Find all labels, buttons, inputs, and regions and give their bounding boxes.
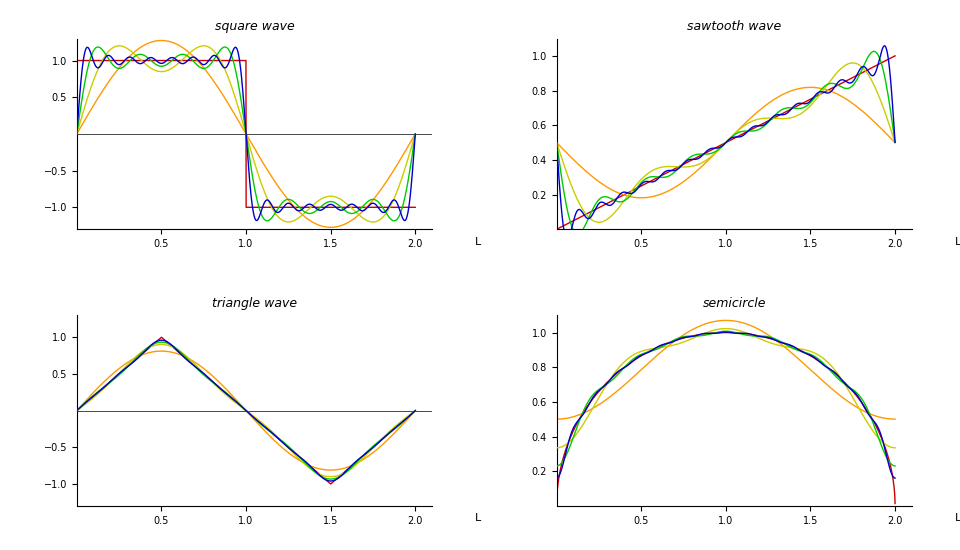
- Title: sawtooth wave: sawtooth wave: [687, 20, 781, 33]
- Text: L: L: [475, 513, 481, 523]
- Title: square wave: square wave: [215, 20, 295, 33]
- Text: L: L: [475, 236, 481, 246]
- Title: semicircle: semicircle: [703, 297, 766, 310]
- Text: L: L: [954, 236, 960, 246]
- Title: triangle wave: triangle wave: [212, 297, 297, 310]
- Text: L: L: [954, 513, 960, 523]
